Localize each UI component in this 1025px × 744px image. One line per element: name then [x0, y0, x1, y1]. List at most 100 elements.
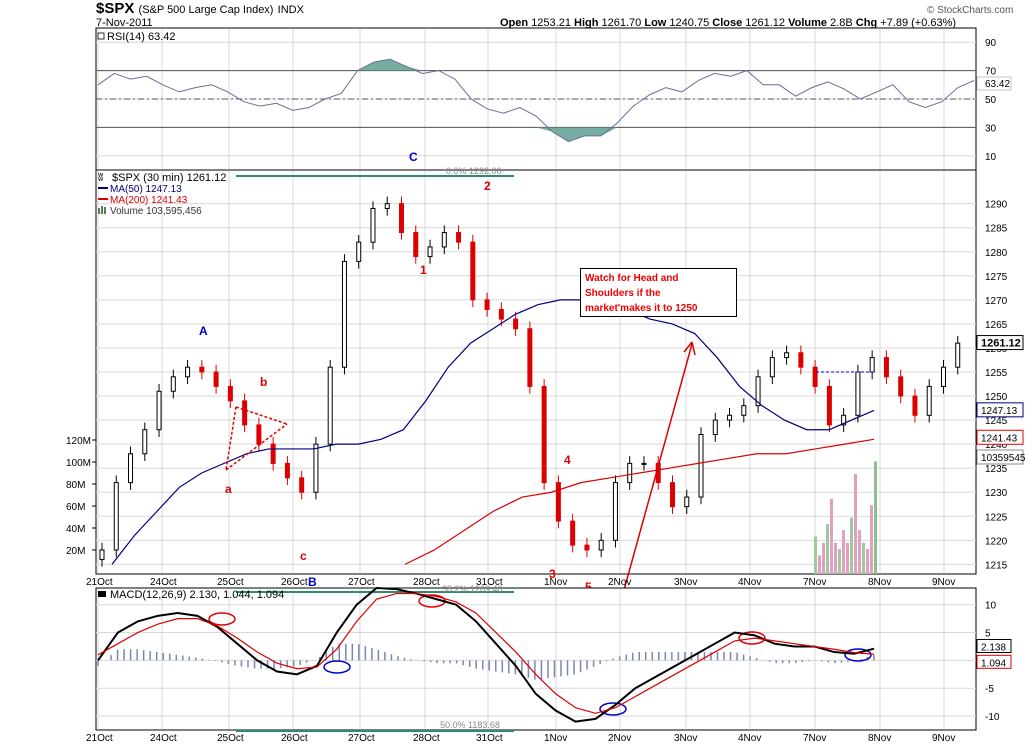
- macd-crossover-circle: [844, 648, 872, 662]
- price-tick-label: 1220: [985, 536, 1008, 547]
- x-tick-label: 24Oct: [150, 577, 177, 588]
- candle-body: [698, 434, 704, 498]
- volume-bar: [822, 542, 825, 574]
- volume-bar: [838, 549, 841, 574]
- candle-body: [313, 443, 319, 493]
- candle-body: [855, 371, 861, 416]
- candle-body: [883, 357, 889, 378]
- price-tick-label: 1225: [985, 512, 1008, 523]
- volume-tick-label: 60M: [66, 502, 85, 513]
- x-tick-label: 1Nov: [544, 733, 567, 744]
- macd-crossover-circle: [323, 660, 351, 674]
- price-tick-label: 1235: [985, 464, 1008, 475]
- candle-body: [498, 308, 504, 320]
- x-tick-label: 31Oct: [476, 577, 503, 588]
- volume-tick-label: 100M: [66, 458, 91, 469]
- volume-bar: [862, 542, 865, 574]
- price-tick-label: 1265: [985, 320, 1008, 331]
- x-tick-label: 27Oct: [348, 577, 375, 588]
- x-tick-label: 2Nov: [608, 733, 631, 744]
- candle-body: [555, 482, 561, 522]
- volume-bars: [814, 461, 877, 574]
- macd-badge: [976, 654, 1012, 669]
- triangle-upper: [235, 406, 288, 425]
- wave-label: C: [409, 150, 418, 164]
- candle-body: [227, 385, 233, 402]
- wave-label: a: [225, 482, 232, 496]
- x-tick-label: 26Oct: [281, 733, 308, 744]
- candle-body: [598, 539, 604, 551]
- macd-line: [97, 586, 875, 723]
- volume-bar: [826, 524, 829, 574]
- price-tick-label: 1230: [985, 488, 1008, 499]
- x-axis-macd: 21Oct 24Oct 25Oct 26Oct 27Oct 28Oct 31Oct 1Nov 2…: [86, 733, 955, 744]
- volume-bar: [850, 517, 853, 574]
- candle-body: [327, 366, 333, 445]
- macd-crossover-circle: [738, 631, 766, 645]
- x-tick-label: 27Oct: [348, 733, 375, 744]
- x-tick-label: 25Oct: [217, 733, 244, 744]
- candle-body: [712, 419, 718, 436]
- price-tick-label: 1215: [985, 560, 1008, 571]
- fib-label-50: 50.0% 1183.68: [440, 720, 500, 730]
- candle-body: [584, 544, 590, 551]
- watermark: © StockCharts.com: [927, 5, 1014, 16]
- macd-badge-text: 2.138: [981, 642, 1006, 653]
- wave-label: 3: [549, 567, 556, 581]
- candle-body: [199, 366, 205, 373]
- macd-tick-label: -5: [985, 684, 994, 695]
- rsi-panel: 10 30 50 70 90 63.42 RSI(14) 63.42: [95, 27, 1012, 171]
- wave-label: c: [300, 549, 307, 563]
- candle-body: [156, 390, 162, 431]
- macd-signal-line: [97, 592, 875, 714]
- x-tick-label: 4Nov: [738, 733, 761, 744]
- x-tick-label: 1Nov: [544, 577, 567, 588]
- candle-body: [513, 318, 519, 330]
- volume-bar: [870, 505, 873, 574]
- candle-body: [341, 260, 347, 368]
- x-tick-label: 4Nov: [738, 577, 761, 588]
- head-and-shoulders-callout: Watch for Head and Shoulders if the mark…: [580, 268, 737, 317]
- x-tick-label: 26Oct: [281, 577, 308, 588]
- candle-body: [727, 414, 733, 421]
- fib-label-top: 0.0% 1292.00: [446, 166, 502, 176]
- x-tick-label: 21Oct: [86, 733, 113, 744]
- price-badge-text: 103595456: [981, 453, 1025, 464]
- macd-tick-label: -10: [985, 712, 1000, 723]
- x-tick-label: 31Oct: [476, 733, 503, 744]
- ohlc-bar: Open 1253.21 High 1261.70 Low 1240.75 Cl…: [500, 17, 957, 29]
- rsi-tick-label: 70: [985, 67, 997, 78]
- x-tick-label: 28Oct: [413, 577, 440, 588]
- candle-body: [841, 414, 847, 426]
- volume-bar: [842, 530, 845, 574]
- symbol-name: (S&P 500 Large Cap Index): [138, 4, 274, 16]
- volume-bar: [854, 474, 857, 574]
- macd-crossover-circle: [599, 702, 627, 716]
- candle-body: [284, 462, 290, 479]
- volume-legend-icon: [98, 208, 100, 214]
- candle-body: [741, 405, 747, 416]
- rsi-tick-label: 30: [985, 123, 997, 134]
- price-tick-label: 1255: [985, 368, 1008, 379]
- ma50-legend: MA(50) 1247.13: [110, 184, 182, 195]
- ma200-line: [404, 438, 875, 565]
- candle-body: [826, 385, 832, 426]
- wave-annotations: 0.0% 1292.00 C Ab a cB 2 1 4 3 5: [199, 150, 876, 594]
- rsi-oversold-fill: [536, 127, 618, 142]
- rsi-tick-label: 50: [985, 95, 997, 106]
- price-tick-label: 1245: [985, 416, 1008, 427]
- macd-legend-icon: [98, 591, 106, 597]
- price-badge-text: 1241.43: [981, 433, 1018, 444]
- candle-body: [898, 376, 904, 397]
- price-tick-label: 1285: [985, 224, 1008, 235]
- candle-body: [256, 424, 262, 445]
- volume-tick-label: 120M: [66, 436, 91, 447]
- wave-label: b: [260, 375, 267, 389]
- ma50-line: [111, 299, 875, 565]
- candle-body: [413, 232, 419, 258]
- candle-body: [456, 232, 462, 243]
- macd-badge: [976, 638, 1012, 653]
- candle-body: [370, 207, 376, 243]
- price-tick-label: 1270: [985, 296, 1008, 307]
